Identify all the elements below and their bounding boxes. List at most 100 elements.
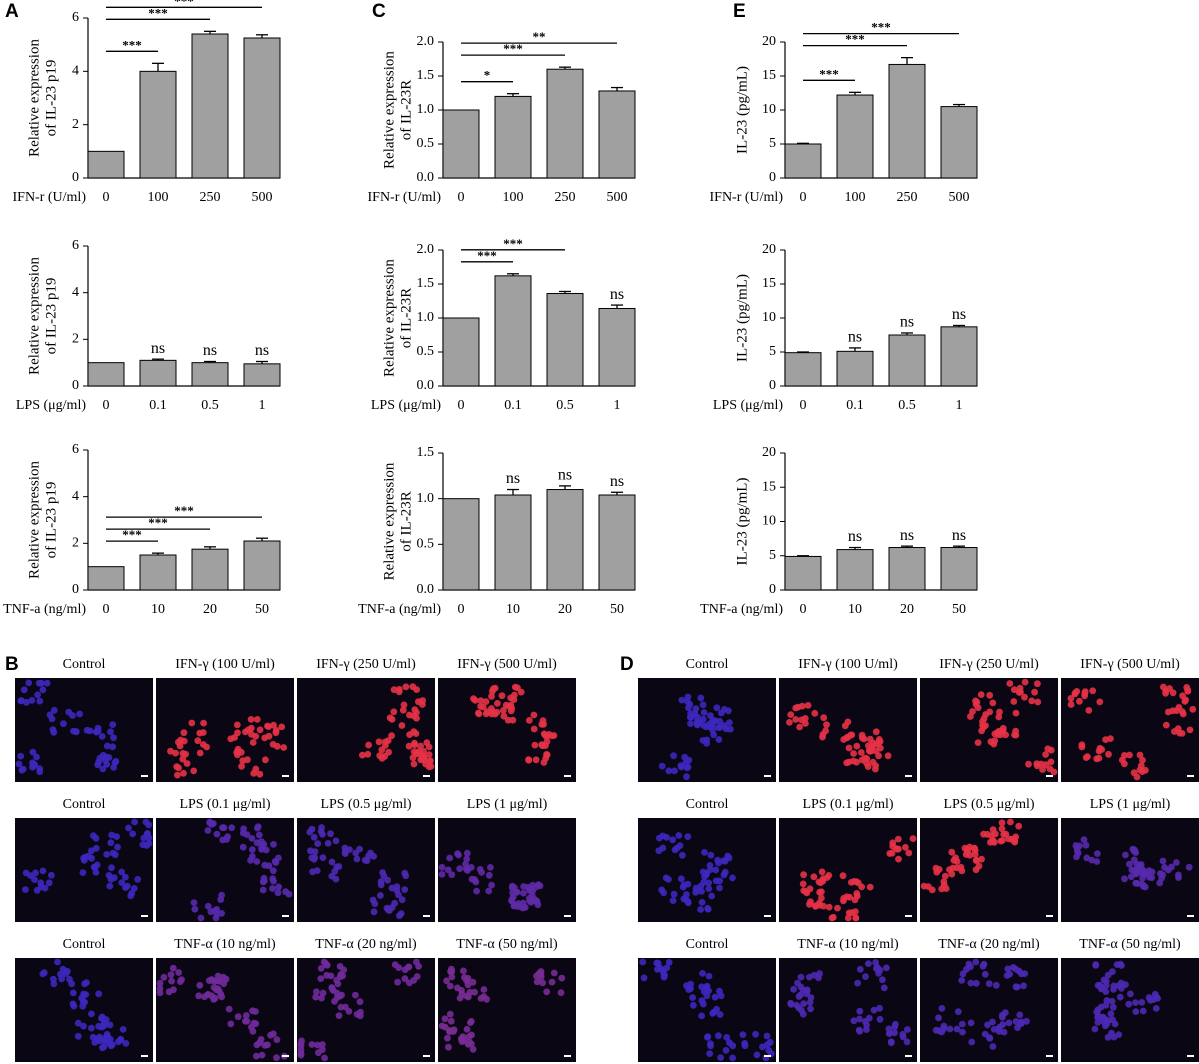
bar bbox=[784, 352, 822, 387]
cell bbox=[370, 908, 378, 916]
error-bar bbox=[797, 351, 809, 353]
cell bbox=[370, 853, 378, 860]
cell bbox=[48, 871, 55, 879]
cell bbox=[680, 895, 688, 903]
cell bbox=[845, 744, 853, 752]
cell bbox=[253, 716, 261, 723]
image-title: TNF-α (10 ng/ml) bbox=[797, 937, 899, 952]
significance-label: *** bbox=[174, 503, 194, 518]
cell bbox=[454, 984, 461, 992]
x-axis-label: TNF-a (ng/ml) bbox=[700, 602, 783, 617]
cell bbox=[500, 707, 507, 714]
cell bbox=[866, 747, 874, 755]
cell bbox=[1034, 680, 1041, 688]
cell bbox=[540, 730, 548, 738]
cell bbox=[683, 773, 690, 781]
cell bbox=[678, 696, 686, 704]
cell bbox=[958, 1020, 966, 1028]
cell bbox=[253, 1041, 261, 1049]
cell bbox=[1159, 871, 1167, 879]
significance-label: *** bbox=[871, 20, 891, 35]
cell bbox=[940, 881, 948, 889]
cell bbox=[190, 899, 198, 906]
cell bbox=[112, 757, 120, 765]
x-tick-label: 0 bbox=[103, 602, 110, 617]
cell bbox=[969, 708, 976, 715]
significance-label: ns bbox=[952, 306, 966, 323]
cell bbox=[819, 731, 827, 738]
cell bbox=[109, 849, 117, 857]
cell bbox=[1125, 1000, 1133, 1008]
cell bbox=[700, 709, 708, 716]
cell bbox=[985, 980, 993, 988]
cell bbox=[669, 897, 677, 904]
cell bbox=[341, 849, 349, 856]
cell bbox=[384, 876, 391, 884]
cell bbox=[487, 864, 494, 871]
cell bbox=[406, 731, 413, 738]
cell bbox=[140, 834, 148, 842]
cell bbox=[986, 1035, 994, 1042]
cell bbox=[464, 975, 472, 982]
cell bbox=[22, 869, 30, 877]
cell bbox=[687, 720, 694, 727]
cell bbox=[704, 904, 711, 912]
micrograph bbox=[438, 958, 576, 1062]
cell bbox=[270, 1030, 277, 1038]
cell bbox=[319, 1041, 326, 1048]
cell bbox=[375, 738, 383, 746]
cell bbox=[766, 1038, 774, 1046]
cell bbox=[204, 902, 212, 910]
cell bbox=[810, 971, 818, 979]
cell bbox=[701, 873, 708, 881]
cell bbox=[850, 1017, 858, 1025]
cell bbox=[532, 756, 540, 764]
y-tick-label: 0.5 bbox=[417, 537, 435, 552]
cell bbox=[1023, 1017, 1030, 1025]
cell bbox=[43, 679, 51, 687]
x-axis-label: TNF-a (ng/ml) bbox=[358, 602, 441, 617]
micrograph bbox=[15, 958, 153, 1062]
cell bbox=[253, 858, 261, 865]
cell bbox=[1012, 1018, 1020, 1025]
cell bbox=[247, 857, 254, 864]
cell bbox=[1099, 1017, 1107, 1025]
cell bbox=[857, 749, 865, 756]
cell bbox=[676, 842, 684, 849]
cell bbox=[319, 989, 327, 997]
x-axis-label: IFN-r (U/ml) bbox=[13, 190, 87, 205]
cell bbox=[543, 751, 550, 758]
cell bbox=[1116, 993, 1124, 1001]
micrograph bbox=[1061, 818, 1199, 922]
cell bbox=[870, 1006, 878, 1014]
cell bbox=[713, 704, 721, 712]
cell bbox=[438, 871, 446, 878]
cell bbox=[108, 864, 115, 872]
error-bar bbox=[559, 485, 571, 490]
cell bbox=[494, 700, 501, 707]
cell bbox=[1010, 686, 1018, 694]
cell bbox=[525, 717, 533, 724]
y-tick-label: 2 bbox=[72, 332, 79, 347]
cell bbox=[175, 969, 183, 976]
cell bbox=[1109, 1003, 1117, 1011]
significance-label: *** bbox=[819, 66, 839, 81]
cell bbox=[525, 756, 533, 764]
significance-label: *** bbox=[503, 236, 523, 251]
cell bbox=[94, 761, 102, 769]
y-tick-label: 10 bbox=[762, 310, 776, 325]
cell bbox=[317, 975, 325, 982]
cell bbox=[858, 883, 866, 891]
cell bbox=[684, 833, 692, 840]
x-tick-label: 0.5 bbox=[898, 398, 916, 413]
cell bbox=[848, 909, 856, 917]
cell bbox=[179, 755, 187, 763]
cell bbox=[699, 970, 706, 977]
image-title: LPS (0.1 μg/ml) bbox=[179, 797, 270, 812]
cell bbox=[701, 849, 708, 856]
cell bbox=[920, 882, 928, 890]
cell bbox=[707, 851, 715, 859]
cell bbox=[938, 1005, 946, 1012]
cell bbox=[689, 994, 696, 1001]
cell bbox=[218, 891, 226, 899]
